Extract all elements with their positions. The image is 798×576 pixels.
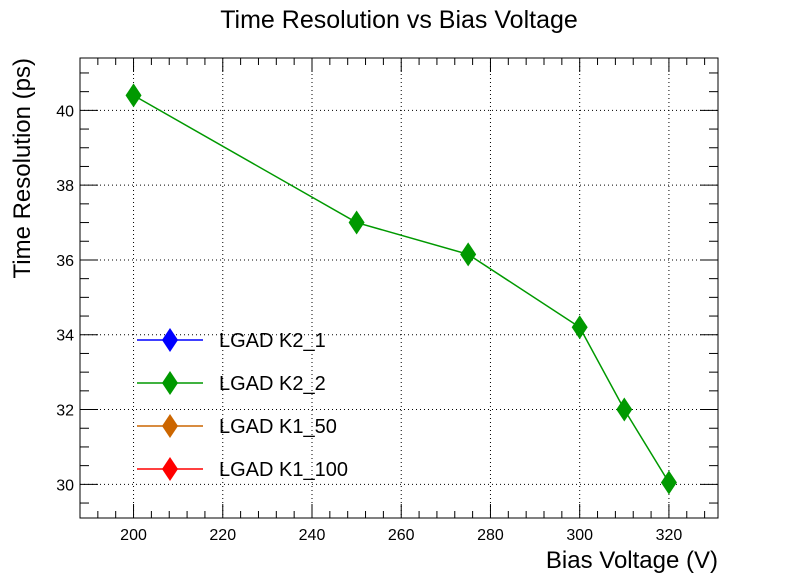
legend-marker (162, 328, 178, 352)
legend-label: LGAD K1_50 (219, 416, 337, 438)
x-axis-title: Bias Voltage (V) (546, 547, 718, 574)
data-point (571, 315, 588, 340)
legend-label: LGAD K2_2 (219, 373, 326, 395)
x-tick-label: 300 (566, 527, 593, 544)
data-point (660, 470, 677, 495)
x-tick-label: 260 (388, 527, 415, 544)
legend: LGAD K2_1 LGAD K2_2 LGAD K1_50 LGAD K1_100 (137, 328, 348, 481)
y-tick-label: 36 (56, 253, 74, 270)
legend-marker (162, 371, 178, 395)
data-point (125, 83, 142, 108)
y-axis-title: Time Resolution (ps) (9, 58, 36, 279)
y-tick-label: 30 (56, 477, 74, 494)
x-tick-label: 240 (299, 527, 326, 544)
x-tick-label: 200 (120, 527, 147, 544)
legend-label: LGAD K2_1 (219, 330, 326, 352)
data-point (616, 397, 633, 422)
x-tick-label: 320 (656, 527, 683, 544)
plot-frame (79, 57, 719, 519)
y-tick-label: 32 (56, 403, 74, 420)
legend-marker (162, 414, 178, 438)
y-tick-label: 38 (56, 178, 74, 195)
y-tick-label: 34 (56, 328, 74, 345)
data-point (460, 242, 477, 267)
chart-title: Time Resolution vs Bias Voltage (220, 6, 578, 34)
x-tick-label: 220 (209, 527, 236, 544)
y-tick-label: 40 (56, 103, 74, 120)
legend-label: LGAD K1_100 (219, 459, 348, 481)
series-line (133, 94, 670, 483)
legend-marker (162, 457, 178, 481)
series-layer (125, 83, 677, 495)
axis-ticks: 200 220 240 260 280 300 320 30 32 34 36 38 40 (56, 58, 718, 544)
x-tick-label: 280 (477, 527, 504, 544)
grid (80, 58, 718, 518)
data-point (348, 210, 365, 235)
